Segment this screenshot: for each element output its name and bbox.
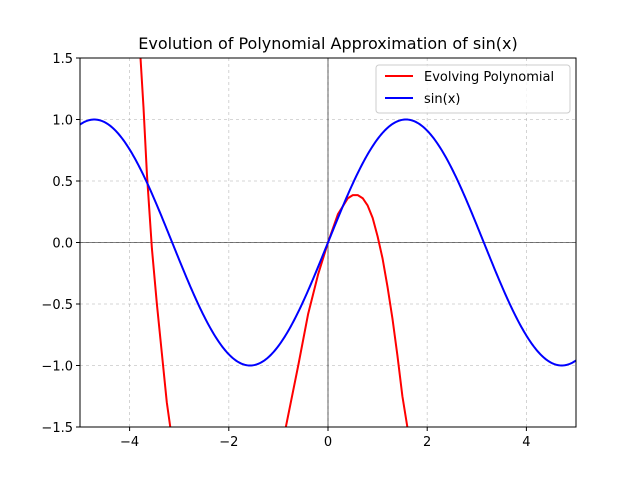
series-line-sin — [80, 118, 576, 367]
series-layer — [80, 58, 576, 427]
legend-label-sin: sin(x) — [424, 92, 460, 107]
tick-layer: −4 −2 0 2 4 −1.5 −1.0 −0.5 0.0 0.5 1.0 1.5 — [41, 52, 530, 450]
y-tick-label: 0.5 — [52, 175, 73, 190]
legend-box — [375, 64, 571, 114]
series-line-evolving-polynomial-segment-0 — [139, 58, 172, 427]
y-tick-label: −1.0 — [41, 360, 73, 375]
x-tick-label: −4 — [120, 435, 139, 450]
x-tick-label: 4 — [522, 435, 530, 450]
y-tick-label: −0.5 — [41, 298, 73, 313]
chart-title: Evolution of Polynomial Approximation of… — [138, 34, 517, 53]
x-tick-label: 0 — [324, 435, 332, 450]
legend: Evolving Polynomial sin(x) — [375, 64, 571, 114]
x-tick-label: −2 — [219, 435, 238, 450]
y-tick-label: 1.0 — [52, 114, 73, 129]
x-tick-label: 2 — [423, 435, 431, 450]
series-line-evolving-polynomial-segment-1 — [284, 194, 409, 427]
y-tick-label: 1.5 — [52, 52, 73, 67]
y-tick-label: −1.5 — [41, 421, 73, 436]
legend-label-evolving-polynomial: Evolving Polynomial — [424, 70, 554, 85]
y-tick-label: 0.0 — [52, 237, 73, 252]
